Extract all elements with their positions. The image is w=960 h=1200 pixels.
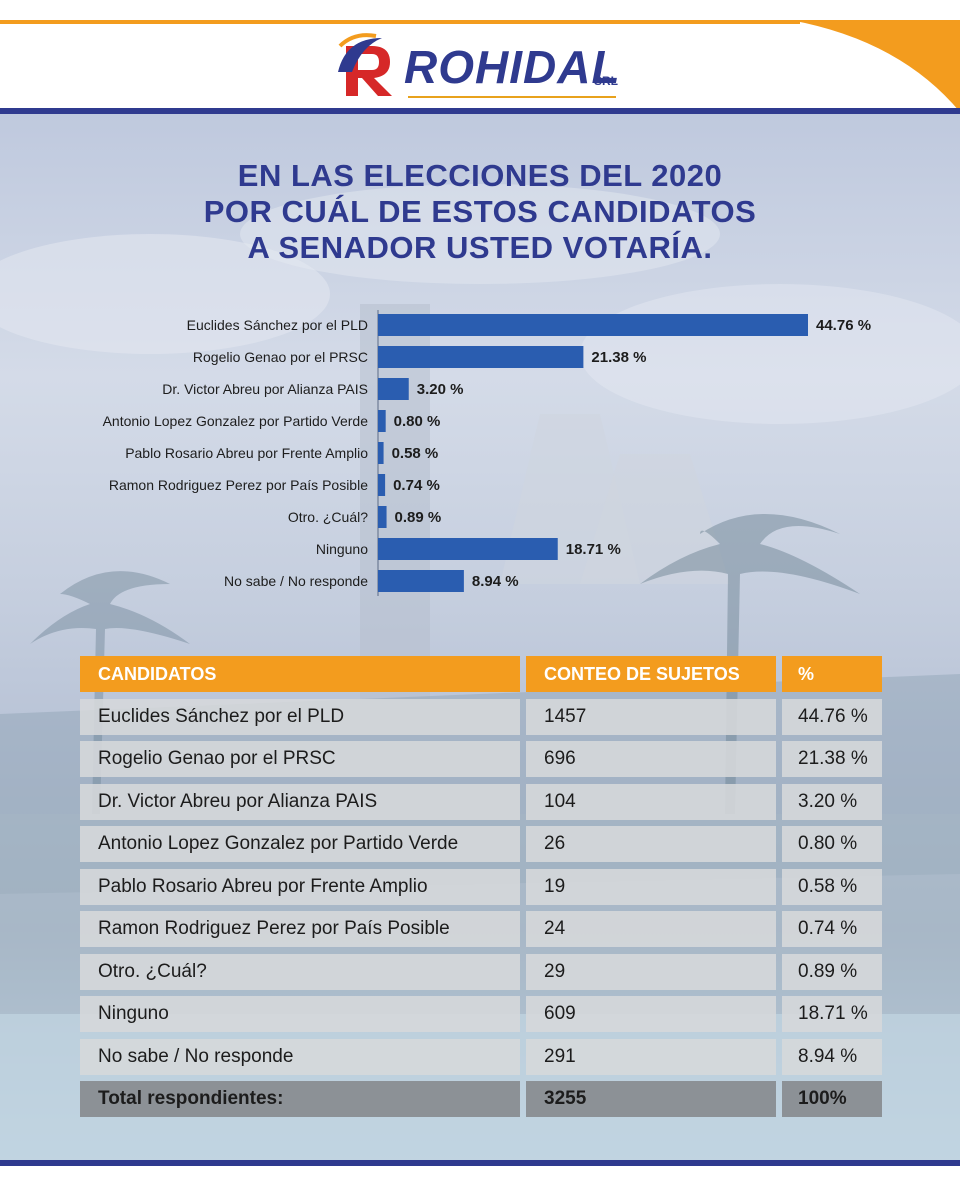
table-row: No sabe / No responde 291 8.94 % — [80, 1038, 882, 1075]
title-line-3: A SENADOR USTED VOTARÍA. — [247, 230, 713, 265]
logo-r-emblem-icon — [338, 33, 392, 96]
count-cell: 26 — [526, 826, 776, 862]
bar — [378, 538, 558, 560]
table-row: Euclides Sánchez por el PLD 1457 44.76 % — [80, 698, 882, 735]
category-label: Pablo Rosario Abreu por Frente Amplio — [125, 445, 368, 461]
header-percent: % — [782, 656, 882, 692]
count-cell: 104 — [526, 783, 776, 820]
total-count: 3255 — [526, 1081, 776, 1117]
percent-cell: 0.89 % — [782, 953, 882, 990]
category-label: Rogelio Genao por el PRSC — [193, 349, 368, 365]
bar — [378, 410, 386, 432]
value-label: 18.71 % — [566, 541, 621, 558]
percent-cell: 18.71 % — [782, 996, 882, 1032]
corner-orange-wedge — [790, 20, 960, 112]
value-label: 0.58 % — [392, 445, 439, 462]
title-line-2: POR CUÁL DE ESTOS CANDIDATOS — [203, 194, 757, 229]
bar — [378, 506, 387, 528]
count-cell: 1457 — [526, 698, 776, 735]
table-row: Otro. ¿Cuál? 29 0.89 % — [80, 953, 882, 990]
count-cell: 29 — [526, 953, 776, 990]
category-label: Ramon Rodriguez Perez por País Posible — [109, 477, 368, 493]
header-blue-band — [0, 108, 960, 114]
percent-cell: 0.80 % — [782, 826, 882, 862]
header-conteo: CONTEO DE SUJETOS — [526, 656, 776, 692]
bar — [378, 314, 808, 336]
category-label: No sabe / No responde — [224, 573, 368, 589]
count-cell: 609 — [526, 996, 776, 1032]
header-candidatos: CANDIDATOS — [80, 656, 520, 692]
table-total-row: Total respondientes: 3255 100% — [80, 1081, 882, 1117]
value-label: 0.89 % — [395, 509, 442, 526]
candidate-cell: Antonio Lopez Gonzalez por Partido Verde — [80, 826, 520, 862]
candidate-cell: No sabe / No responde — [80, 1038, 520, 1075]
footer-blue-band — [0, 1160, 960, 1166]
percent-cell: 3.20 % — [782, 783, 882, 820]
bar — [378, 442, 384, 464]
candidate-cell: Euclides Sánchez por el PLD — [80, 698, 520, 735]
bar — [378, 346, 584, 368]
logo-suffix: SRL — [594, 74, 618, 88]
candidate-cell: Pablo Rosario Abreu por Frente Amplio — [80, 868, 520, 905]
table-row: Dr. Victor Abreu por Alianza PAIS 104 3.20… — [80, 783, 882, 820]
total-label: Total respondientes: — [80, 1081, 520, 1117]
value-label: 0.80 % — [394, 413, 441, 430]
candidate-cell: Ninguno — [80, 996, 520, 1032]
category-label: Ninguno — [316, 541, 368, 557]
category-label: Euclides Sánchez por el PLD — [187, 317, 368, 333]
candidate-cell: Otro. ¿Cuál? — [80, 953, 520, 990]
table-row: Rogelio Genao por el PRSC 696 21.38 % — [80, 741, 882, 777]
table-row: Ramon Rodriguez Perez por País Posible 24… — [80, 911, 882, 947]
table-row: Pablo Rosario Abreu por Frente Amplio 19 0… — [80, 868, 882, 905]
percent-cell: 8.94 % — [782, 1038, 882, 1075]
candidate-cell: Dr. Victor Abreu por Alianza PAIS — [80, 783, 520, 820]
value-label: 8.94 % — [472, 573, 519, 590]
candidate-cell: Rogelio Genao por el PRSC — [80, 741, 520, 777]
count-cell: 19 — [526, 868, 776, 905]
title-line-1: EN LAS ELECCIONES DEL 2020 — [237, 158, 723, 193]
category-label: Antonio Lopez Gonzalez por Partido Verde — [103, 413, 369, 429]
count-cell: 24 — [526, 911, 776, 947]
value-label: 3.20 % — [417, 381, 464, 398]
table-row: Ninguno 609 18.71 % — [80, 996, 882, 1032]
logo-text: ROHIDAL — [404, 41, 621, 93]
percent-cell: 44.76 % — [782, 698, 882, 735]
results-bar-chart: Euclides Sánchez por el PLD 44.76 % Rogeli… — [103, 310, 871, 596]
category-label: Otro. ¿Cuál? — [288, 509, 368, 525]
bar — [378, 474, 386, 496]
percent-cell: 21.38 % — [782, 741, 882, 777]
candidate-cell: Ramon Rodriguez Perez por País Posible — [80, 911, 520, 947]
bar — [378, 378, 409, 400]
percent-cell: 0.58 % — [782, 868, 882, 905]
brand-logo: ROHIDAL SRL — [332, 32, 632, 102]
survey-question-title: EN LAS ELECCIONES DEL 2020 POR CUÁL DE E… — [0, 158, 960, 266]
value-label: 21.38 % — [591, 349, 646, 366]
total-percent: 100% — [782, 1081, 882, 1117]
percent-cell: 0.74 % — [782, 911, 882, 947]
logo-underline — [408, 96, 616, 98]
value-label: 44.76 % — [816, 317, 871, 334]
value-label: 0.74 % — [393, 477, 440, 494]
table-header-row: CANDIDATOS CONTEO DE SUJETOS% — [80, 656, 882, 692]
count-cell: 291 — [526, 1038, 776, 1075]
top-orange-line — [0, 20, 800, 24]
footer — [0, 1166, 960, 1200]
table-row: Antonio Lopez Gonzalez por Partido Verde… — [80, 826, 882, 862]
bar — [378, 570, 464, 592]
count-cell: 696 — [526, 741, 776, 777]
category-label: Dr. Victor Abreu por Alianza PAIS — [162, 381, 368, 397]
header: ROHIDAL SRL — [0, 0, 960, 114]
